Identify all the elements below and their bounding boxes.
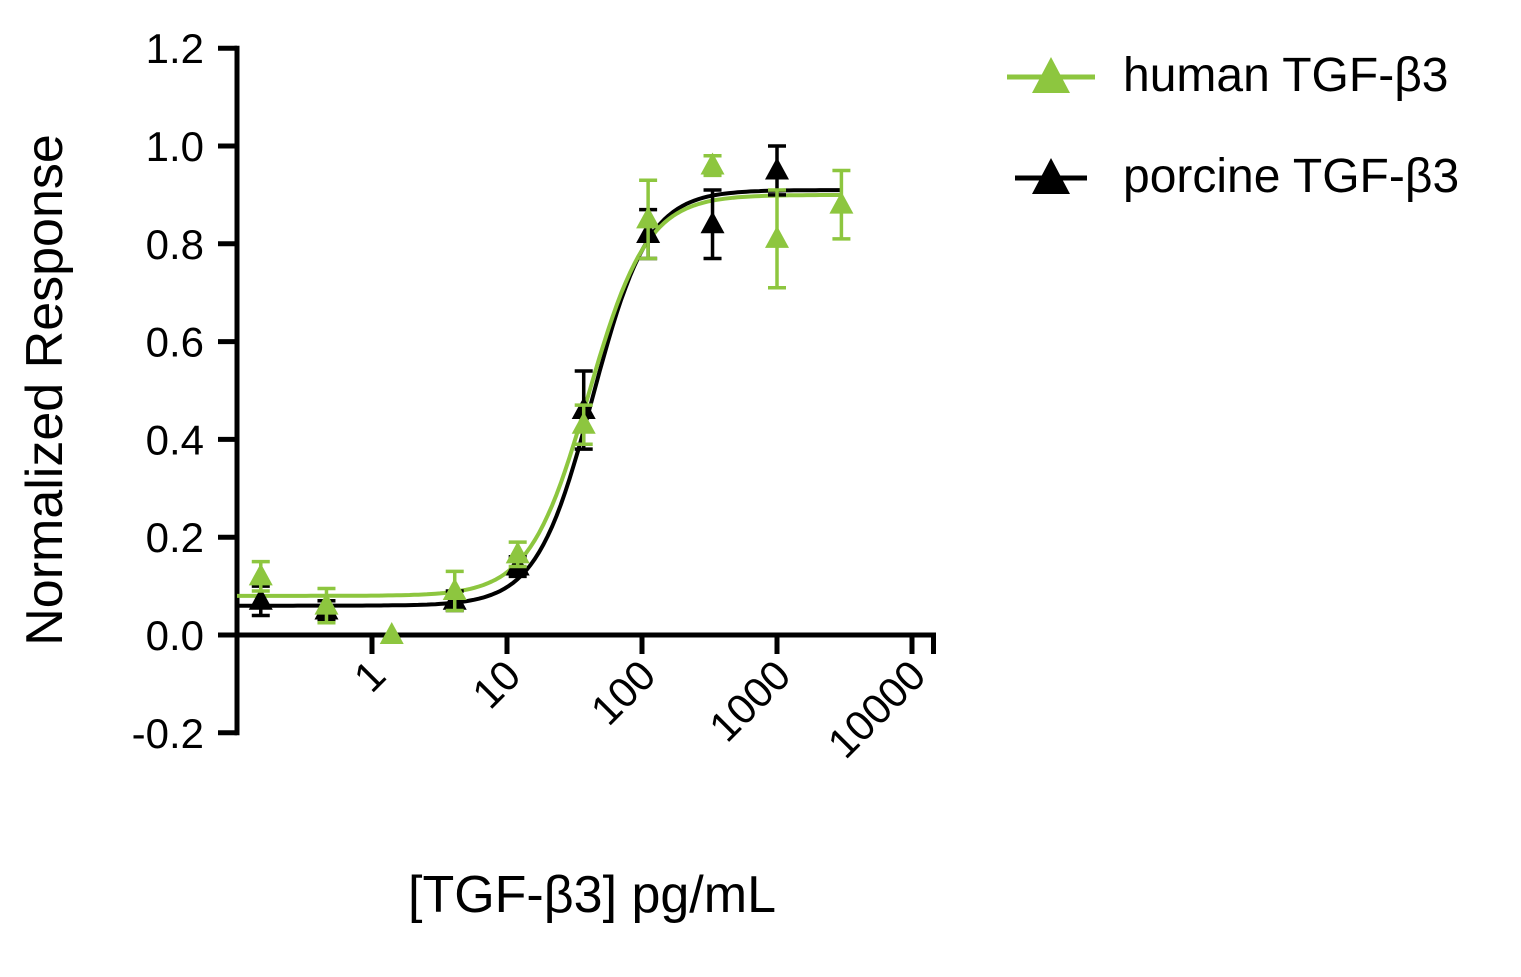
- legend-label-human: human TGF-β3: [1123, 49, 1449, 102]
- svg-text:0.2: 0.2: [146, 514, 204, 561]
- svg-text:1.0: 1.0: [146, 123, 204, 170]
- legend-label-porcine: porcine TGF-β3: [1123, 150, 1460, 203]
- svg-text:0.0: 0.0: [146, 612, 204, 659]
- svg-text:0.4: 0.4: [146, 416, 204, 463]
- legend-item-human: human TGF-β3: [1005, 48, 1459, 103]
- svg-text:-0.2: -0.2: [132, 710, 204, 757]
- svg-text:0.8: 0.8: [146, 221, 204, 268]
- svg-text:10000: 10000: [819, 651, 935, 767]
- svg-text:1000: 1000: [700, 651, 799, 750]
- svg-text:10: 10: [463, 651, 529, 717]
- y-axis-title: Normalized Response: [16, 134, 74, 646]
- plot-area: -0.2 0.0 0.2 0.4 0.6 0.8 1.0 1.2 1 10 100 1000 10000: [132, 25, 936, 767]
- human-series-marker-icon: [1007, 56, 1095, 93]
- svg-text:1: 1: [345, 651, 395, 701]
- svg-text:100: 100: [582, 651, 665, 734]
- svg-text:0.6: 0.6: [146, 319, 204, 366]
- x-axis-title: [TGF-β3] pg/mL: [408, 866, 776, 924]
- legend-item-porcine: porcine TGF-β3: [1005, 149, 1459, 204]
- svg-text:1.2: 1.2: [146, 25, 204, 72]
- porcine-series-marker-icon: [1015, 157, 1087, 194]
- legend: human TGF-β3 porcine TGF-β3: [1005, 48, 1459, 204]
